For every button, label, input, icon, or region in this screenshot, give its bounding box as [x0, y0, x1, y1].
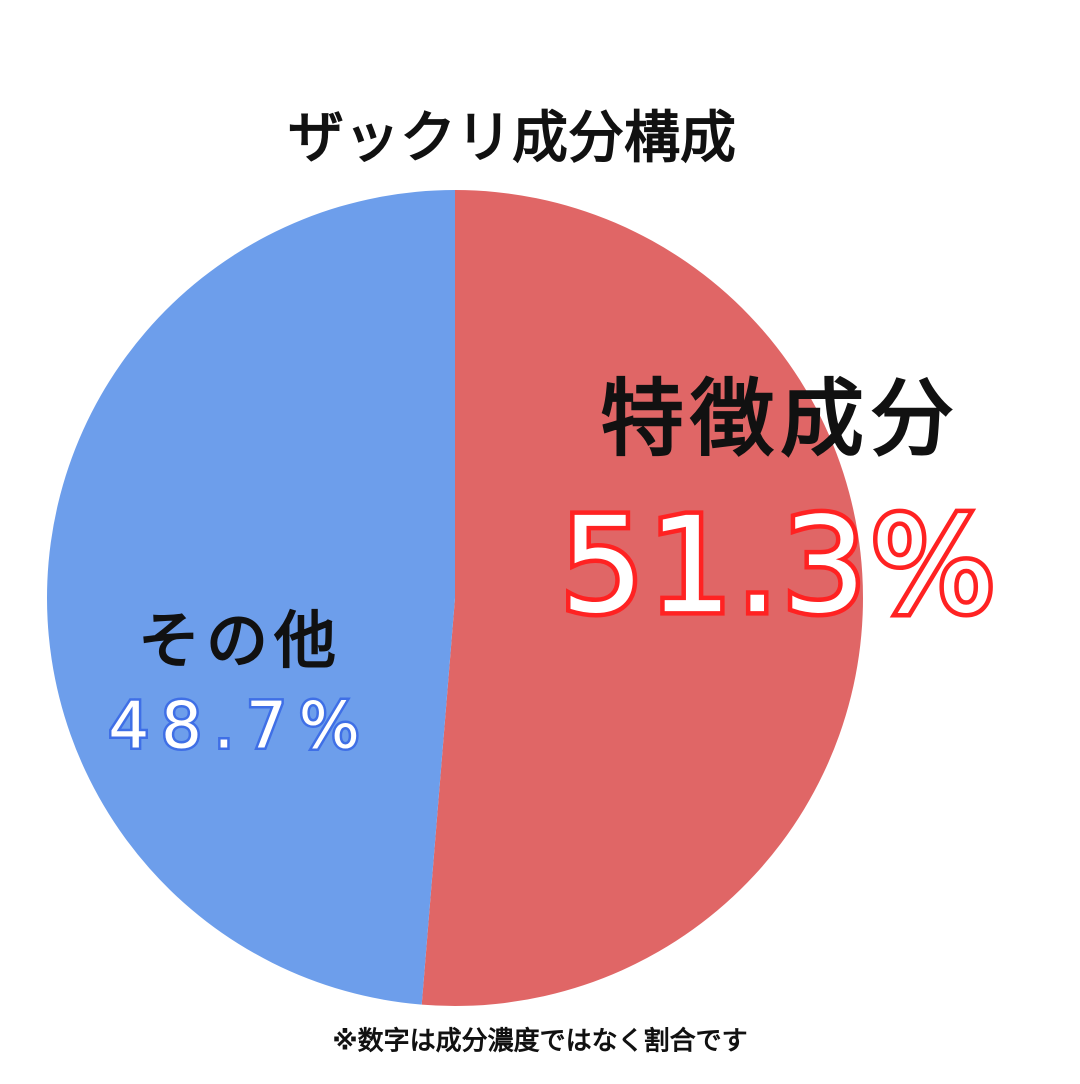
value-label: 51.3%: [560, 489, 999, 643]
pie-labels: 特徴成分 51.3% その他 48.7%: [106, 370, 1000, 766]
pie-slice: [421, 190, 863, 1006]
chart-title: ザックリ成分構成: [288, 106, 736, 171]
pie: [46, 190, 863, 1006]
footnote: ※数字は成分濃度ではなく割合です: [332, 1026, 747, 1057]
category-label: その他: [138, 604, 342, 677]
category-label: 特徴成分: [600, 370, 960, 468]
value-label: 48.7%: [108, 690, 371, 764]
pie-slice: [46, 190, 456, 1005]
